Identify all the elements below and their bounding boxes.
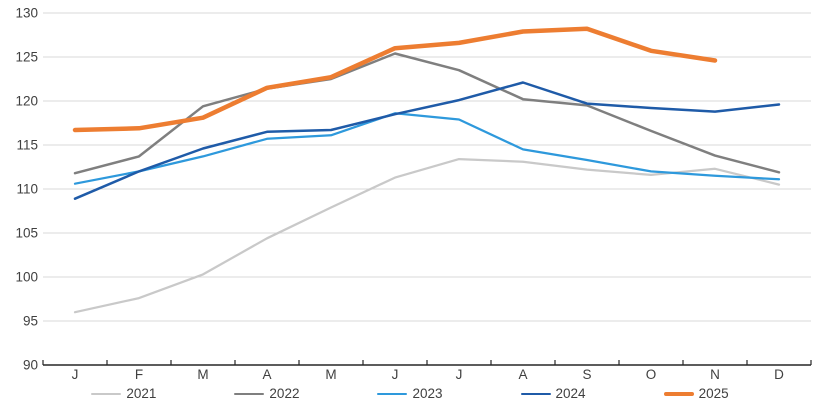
y-axis-label: 130 [15, 6, 38, 21]
legend-item-2025: 2025 [663, 386, 729, 402]
y-axis-label: 120 [15, 94, 38, 109]
legend-swatch-2021 [91, 392, 122, 396]
legend-label: 2024 [555, 386, 586, 401]
series-line-2021 [73, 157, 781, 314]
legend-label: 2021 [126, 386, 157, 401]
legend-swatch-2023 [377, 392, 408, 396]
x-axis-label: F [135, 367, 143, 382]
x-axis-label: O [646, 367, 657, 382]
series-line-2023 [73, 112, 781, 185]
legend-swatch-2022 [234, 392, 265, 396]
legend-label: 2022 [269, 386, 300, 401]
legend-label: 2023 [412, 386, 443, 401]
legend-item-2021: 2021 [91, 386, 156, 402]
x-axis-label: D [774, 367, 784, 382]
x-axis-label: N [710, 367, 720, 382]
plot-area: 90 95 100 105 110 115 120 125 130 J F M A M J J A S O N D [15, 6, 812, 382]
legend-item-2022: 2022 [234, 386, 299, 402]
series-line-2022 [73, 52, 781, 175]
y-axis-label: 125 [15, 50, 38, 65]
y-axis-label: 95 [23, 314, 38, 329]
x-axis-label: M [197, 367, 208, 382]
legend-item-2023: 2023 [377, 386, 443, 402]
y-axis-label: 105 [15, 226, 38, 241]
chart-legend: 2021 2022 2023 2024 2025 [0, 386, 820, 402]
series-line-2024 [73, 81, 781, 200]
series-line-2025 [72, 26, 718, 133]
y-axis-label: 100 [15, 270, 38, 285]
x-axis-label: A [262, 367, 271, 382]
legend-item-2024: 2024 [520, 386, 586, 402]
legend-label: 2025 [698, 386, 729, 401]
x-axis-label: J [392, 367, 399, 382]
x-axis-label: S [582, 367, 591, 382]
x-axis-label: J [456, 367, 463, 382]
legend-swatch-2024 [520, 392, 551, 396]
x-axis-label: J [72, 367, 79, 382]
y-axis-label: 110 [16, 182, 38, 197]
legend-swatch-2025 [663, 391, 694, 397]
y-axis-label: 90 [23, 358, 38, 373]
x-axis-label: M [325, 367, 336, 382]
y-axis-label: 115 [16, 138, 38, 153]
x-axis-label: A [518, 367, 527, 382]
